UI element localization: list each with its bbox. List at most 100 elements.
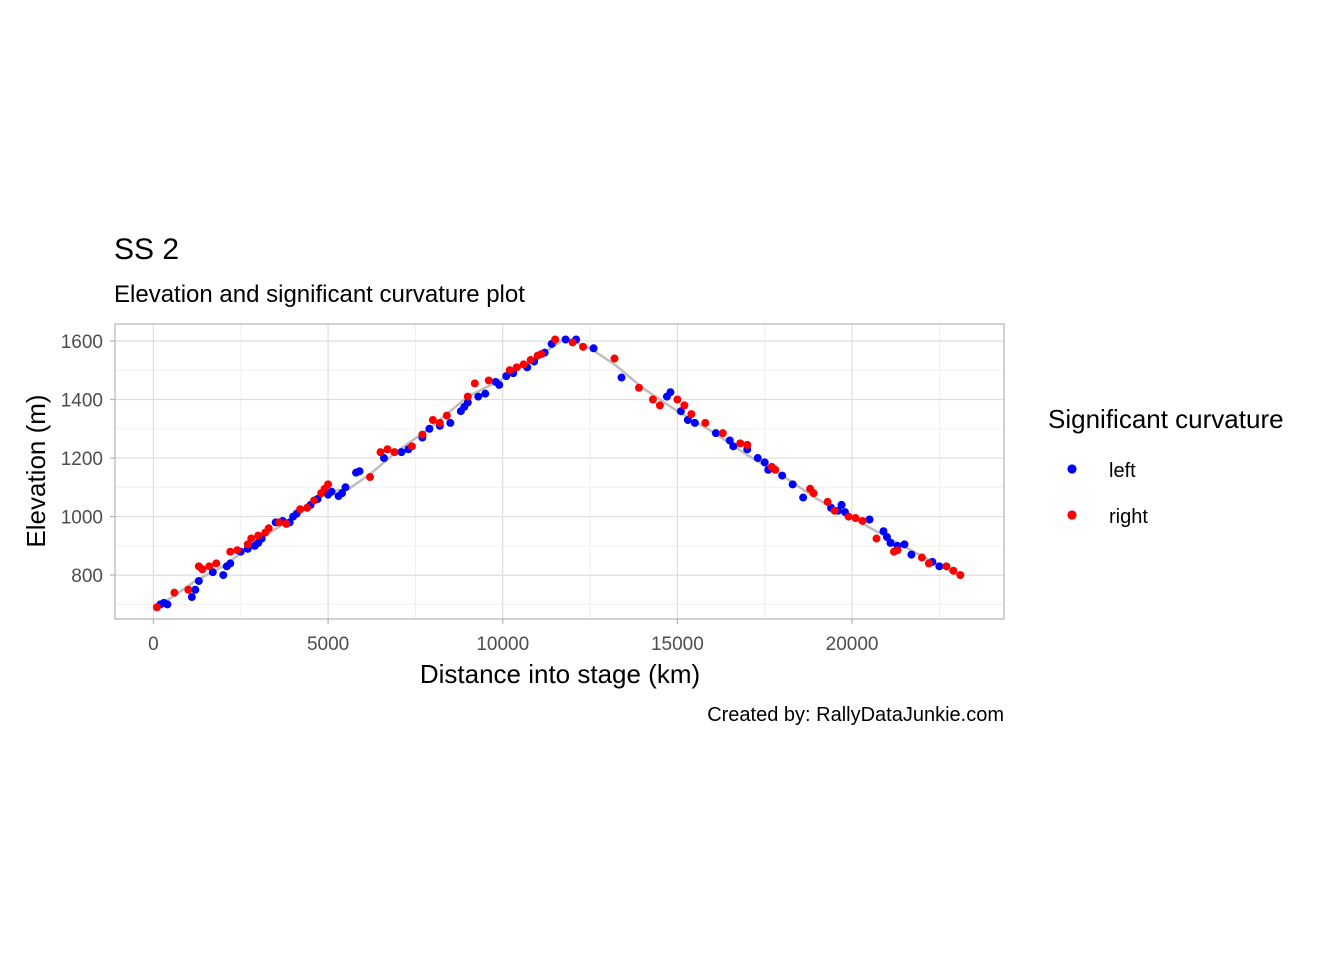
curvature-points [152,335,965,612]
point-left [907,550,916,559]
y-tick-label: 800 [71,566,103,587]
point-right [383,445,392,454]
x-axis-label: Distance into stage (km) [420,659,700,689]
point-right [519,360,528,369]
x-tick-label: 20000 [826,634,879,655]
point-right [687,410,696,419]
point-left [799,493,808,502]
point-right [830,506,839,515]
point-right [435,418,444,427]
point-left [495,380,504,389]
point-right [233,546,242,555]
point-right [184,585,193,594]
series-right [152,335,965,612]
point-right [551,335,560,344]
point-right [610,354,619,363]
point-right [470,379,479,388]
x-tick-label: 0 [148,634,159,655]
point-left [163,600,172,609]
point-right [376,448,385,457]
point-left [865,515,874,524]
point-left [561,335,570,344]
point-right [198,565,207,574]
point-right [655,401,664,410]
point-left [481,389,490,398]
point-right [718,429,727,438]
point-left [711,429,720,438]
point-right [917,553,926,562]
point-right [568,338,577,347]
point-right [858,516,867,525]
point-left [379,454,388,463]
major-gridlines [115,324,1004,619]
point-right [579,342,588,351]
point-right [537,350,546,359]
point-right [428,415,437,424]
point-right [390,448,399,457]
point-left [617,373,626,382]
point-left [338,489,347,498]
x-tick-label: 5000 [307,634,349,655]
point-right [365,473,374,482]
point-right [701,418,710,427]
point-left [208,568,217,577]
point-left [355,467,364,476]
point-left [226,559,235,568]
point-right [212,559,221,568]
point-left [882,533,891,542]
point-right [310,496,319,505]
point-right [648,395,657,404]
legend-label-right: right [1109,506,1148,528]
point-right [771,465,780,474]
chart-subtitle: Elevation and significant curvature plot [114,281,525,308]
point-right [872,534,881,543]
point-left [187,593,196,602]
point-right [296,505,305,514]
y-tick-label: 1400 [61,391,103,412]
y-tick-label: 1200 [61,449,103,470]
point-right [505,366,514,375]
point-right [526,355,535,364]
point-right [226,547,235,556]
point-left [753,454,762,463]
legend-title: Significant curvature [1048,404,1284,434]
point-right [823,497,832,506]
point-right [680,401,689,410]
point-right [275,518,284,527]
point-left [676,407,685,416]
x-axis-ticks: 0 5000 10000 15000 20000 [148,619,878,655]
point-right [743,440,752,449]
point-right [463,392,472,401]
point-right [949,566,958,575]
legend: Significant curvature left right [1048,404,1284,528]
x-tick-label: 10000 [476,634,529,655]
point-right [893,546,902,555]
plot-panel [114,323,1005,620]
legend-label-left: left [1109,460,1136,482]
y-tick-label: 1000 [61,508,103,529]
point-right [243,540,252,549]
point-right [264,524,273,533]
x-tick-label: 15000 [651,634,704,655]
point-left [341,483,350,492]
point-left [837,500,846,509]
chart-caption: Created by: RallyDataJunkie.com [707,704,1004,726]
point-left [935,562,944,571]
legend-key-right [1067,510,1077,520]
point-right [407,442,416,451]
point-right [484,376,493,385]
point-left [446,418,455,427]
point-left [219,571,228,580]
y-axis-label: Elevation (m) [21,394,51,547]
point-right [152,603,161,612]
point-left [729,442,738,451]
point-right [673,395,682,404]
point-right [956,571,965,580]
point-right [512,363,521,372]
point-left [474,392,483,401]
legend-key-left [1067,464,1077,474]
point-right [634,383,643,392]
point-left [886,538,895,547]
